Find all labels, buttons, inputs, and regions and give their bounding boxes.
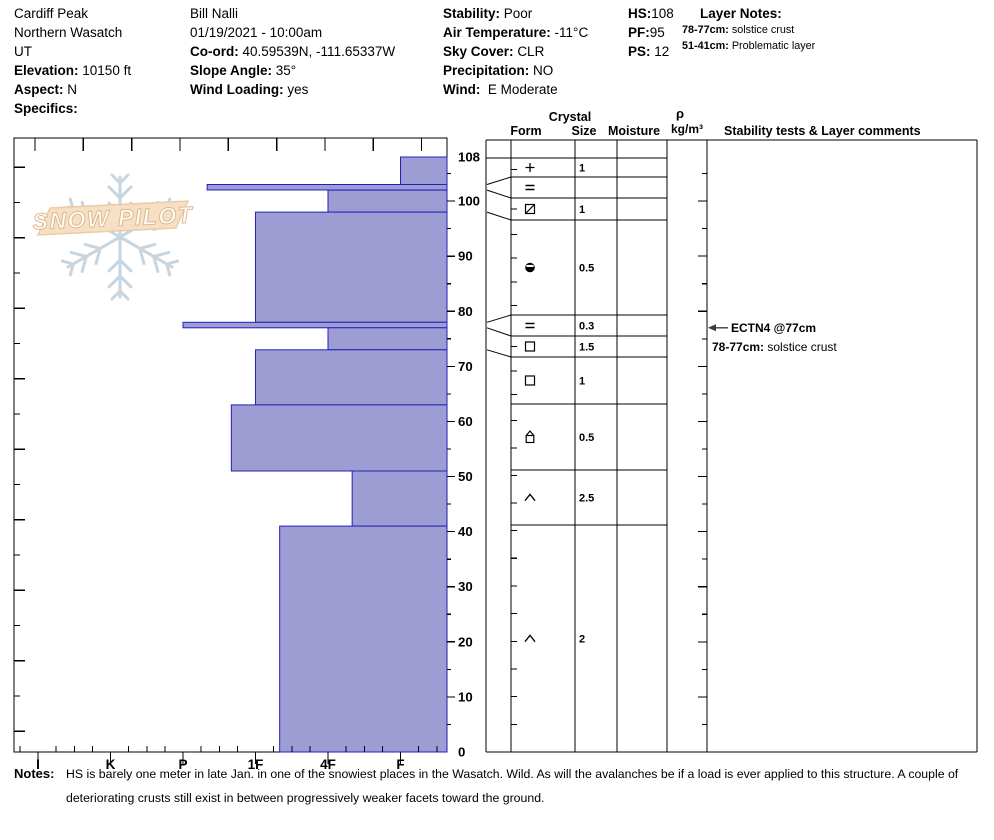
layer-notes-title: Layer Notes: — [700, 6, 782, 21]
layer-bar-102-98cm — [327, 189, 448, 213]
layer-bar-63-51cm — [230, 404, 448, 472]
grain-form-icon-facets-rounding — [525, 430, 535, 444]
stability: Stability: Poor — [443, 6, 533, 21]
pit-notes: Notes: HS is barely one meter in late Ja… — [14, 762, 980, 805]
pit-datetime: 01/19/2021 - 10:00am — [190, 25, 323, 40]
depth-tick-label: 10 — [458, 689, 473, 704]
hardness-tick-label: 4F — [320, 757, 336, 772]
site-range: Northern Wasatch — [14, 25, 123, 40]
col-header-size: Size — [571, 124, 596, 138]
col-header-moisture: Moisture — [608, 124, 660, 138]
pit-coordinates: Co-ord: 40.59539N, -111.65337W — [190, 44, 396, 59]
layer-bar-41-0cm — [279, 525, 448, 753]
grain-form-icon-depth-hoar — [524, 493, 536, 502]
stability-test-result: ECTN4 @77cm — [731, 321, 816, 335]
col-header-crystal: Crystal — [549, 110, 591, 124]
depth-tick-label: 108 — [458, 150, 480, 165]
col-header-density-unit: kg/m³ — [671, 122, 703, 136]
layer-bar-108-103cm — [400, 156, 448, 185]
grain-form-icon-mixed-facets — [524, 203, 536, 215]
grain-size-value: 1 — [579, 204, 585, 216]
grain-size-value: 0.3 — [579, 321, 594, 333]
slope-angle: Slope Angle: 35° — [190, 63, 297, 78]
site-name: Cardiff Peak — [14, 6, 89, 21]
depth-tick-label: 30 — [458, 579, 473, 594]
height-of-snow: HS:108 — [628, 6, 674, 21]
site-elevation: Elevation: 10150 ft — [14, 63, 132, 78]
grain-size-value: 2.5 — [579, 493, 594, 505]
depth-tick-label: 50 — [458, 469, 473, 484]
grain-form-icon-crust — [525, 322, 535, 329]
grain-size-value: 2 — [579, 634, 585, 646]
col-header-form: Form — [510, 124, 541, 138]
layer-bar-103-102cm — [206, 184, 448, 191]
site-specifics: Specifics: — [14, 101, 78, 116]
depth-tick-label: 90 — [458, 249, 473, 264]
grain-size-value: 0.5 — [579, 432, 594, 444]
grain-form-icon-facets — [524, 375, 536, 386]
layer-bar-77-73cm — [327, 327, 448, 351]
depth-tick-label: 80 — [458, 304, 473, 319]
hardness-tick-label: F — [396, 757, 404, 772]
layer-bar-98-78cm — [255, 211, 448, 323]
hardness-tick-label: I — [36, 757, 40, 772]
pit-from: PF:95 — [628, 25, 665, 40]
header-conditions: Stability: Poor Air Temperature: -11°C S… — [443, 4, 588, 99]
grain-size-value: 1 — [579, 376, 585, 388]
layer-note-entry: 51-41cm: Problematic layer — [682, 39, 816, 52]
hardness-tick-label: K — [106, 757, 116, 772]
layer-bar-78-77cm — [182, 321, 448, 329]
depth-tick-label: 60 — [458, 414, 473, 429]
grain-form-icon-facets — [524, 341, 536, 352]
logo-banner — [36, 200, 190, 236]
notes-label: Notes: — [14, 766, 55, 781]
logo-text: SNOW PILOT — [32, 201, 194, 234]
layer-bar-73-63cm — [255, 349, 448, 406]
hardness-tick-label: 1F — [248, 757, 264, 772]
air-temperature: Air Temperature: -11°C — [443, 25, 589, 40]
grain-form-icon-melt-freeze-crust — [525, 262, 535, 273]
wind-loading: Wind Loading: yes — [190, 82, 309, 97]
snowpilot-logo: SNOW PILOT — [32, 173, 195, 301]
sky-cover: Sky Cover: CLR — [443, 44, 545, 59]
hardness-tick-label: P — [178, 757, 187, 772]
depth-tick-label: 20 — [458, 634, 473, 649]
site-aspect: Aspect: N — [14, 82, 78, 97]
observer-name: Bill Nalli — [190, 6, 239, 21]
header-summary: HS:108 PF:95 PS: 12 — [628, 4, 674, 61]
wind: Wind: E Moderate — [443, 82, 558, 97]
depth-tick-label: 0 — [458, 745, 465, 760]
snowflake-icon — [60, 232, 127, 277]
header-observer: Bill Nalli 01/19/2021 - 10:00am Co-ord: … — [190, 4, 395, 99]
snowflake-icon — [107, 229, 133, 301]
layer-note-entry: 78-77cm: solstice crust — [682, 24, 795, 36]
grain-size-value: 1.5 — [579, 342, 594, 354]
header-location: Cardiff Peak Northern Wasatch UT Elevati… — [14, 4, 131, 118]
grain-form-icon-new-snow — [525, 163, 535, 172]
grain-form-icon-crust — [525, 184, 535, 191]
grain-size-value: 0.5 — [579, 263, 594, 275]
grain-form-icon-depth-hoar — [524, 634, 536, 643]
site-state: UT — [14, 44, 32, 59]
notes-text: HS is barely one meter in late Jan. in o… — [66, 767, 959, 805]
depth-tick-label: 70 — [458, 359, 473, 374]
col-header-density: ρ — [676, 106, 684, 121]
precipitation: Precipitation: NO — [443, 63, 554, 78]
stability-test-annotation — [708, 324, 728, 332]
grain-size-value: 1 — [579, 163, 585, 175]
depth-tick-label: 100 — [458, 194, 480, 209]
layer-bar-51-41cm — [351, 470, 448, 527]
layer-comment: 78-77cm: solstice crust — [712, 340, 837, 354]
depth-tick-label: 40 — [458, 524, 473, 539]
header-layer-notes: Layer Notes: 78-77cm: solstice crust 51-… — [682, 4, 815, 54]
pit-to: PS: 12 — [628, 44, 670, 59]
col-header-comments: Stability tests & Layer comments — [724, 124, 921, 138]
